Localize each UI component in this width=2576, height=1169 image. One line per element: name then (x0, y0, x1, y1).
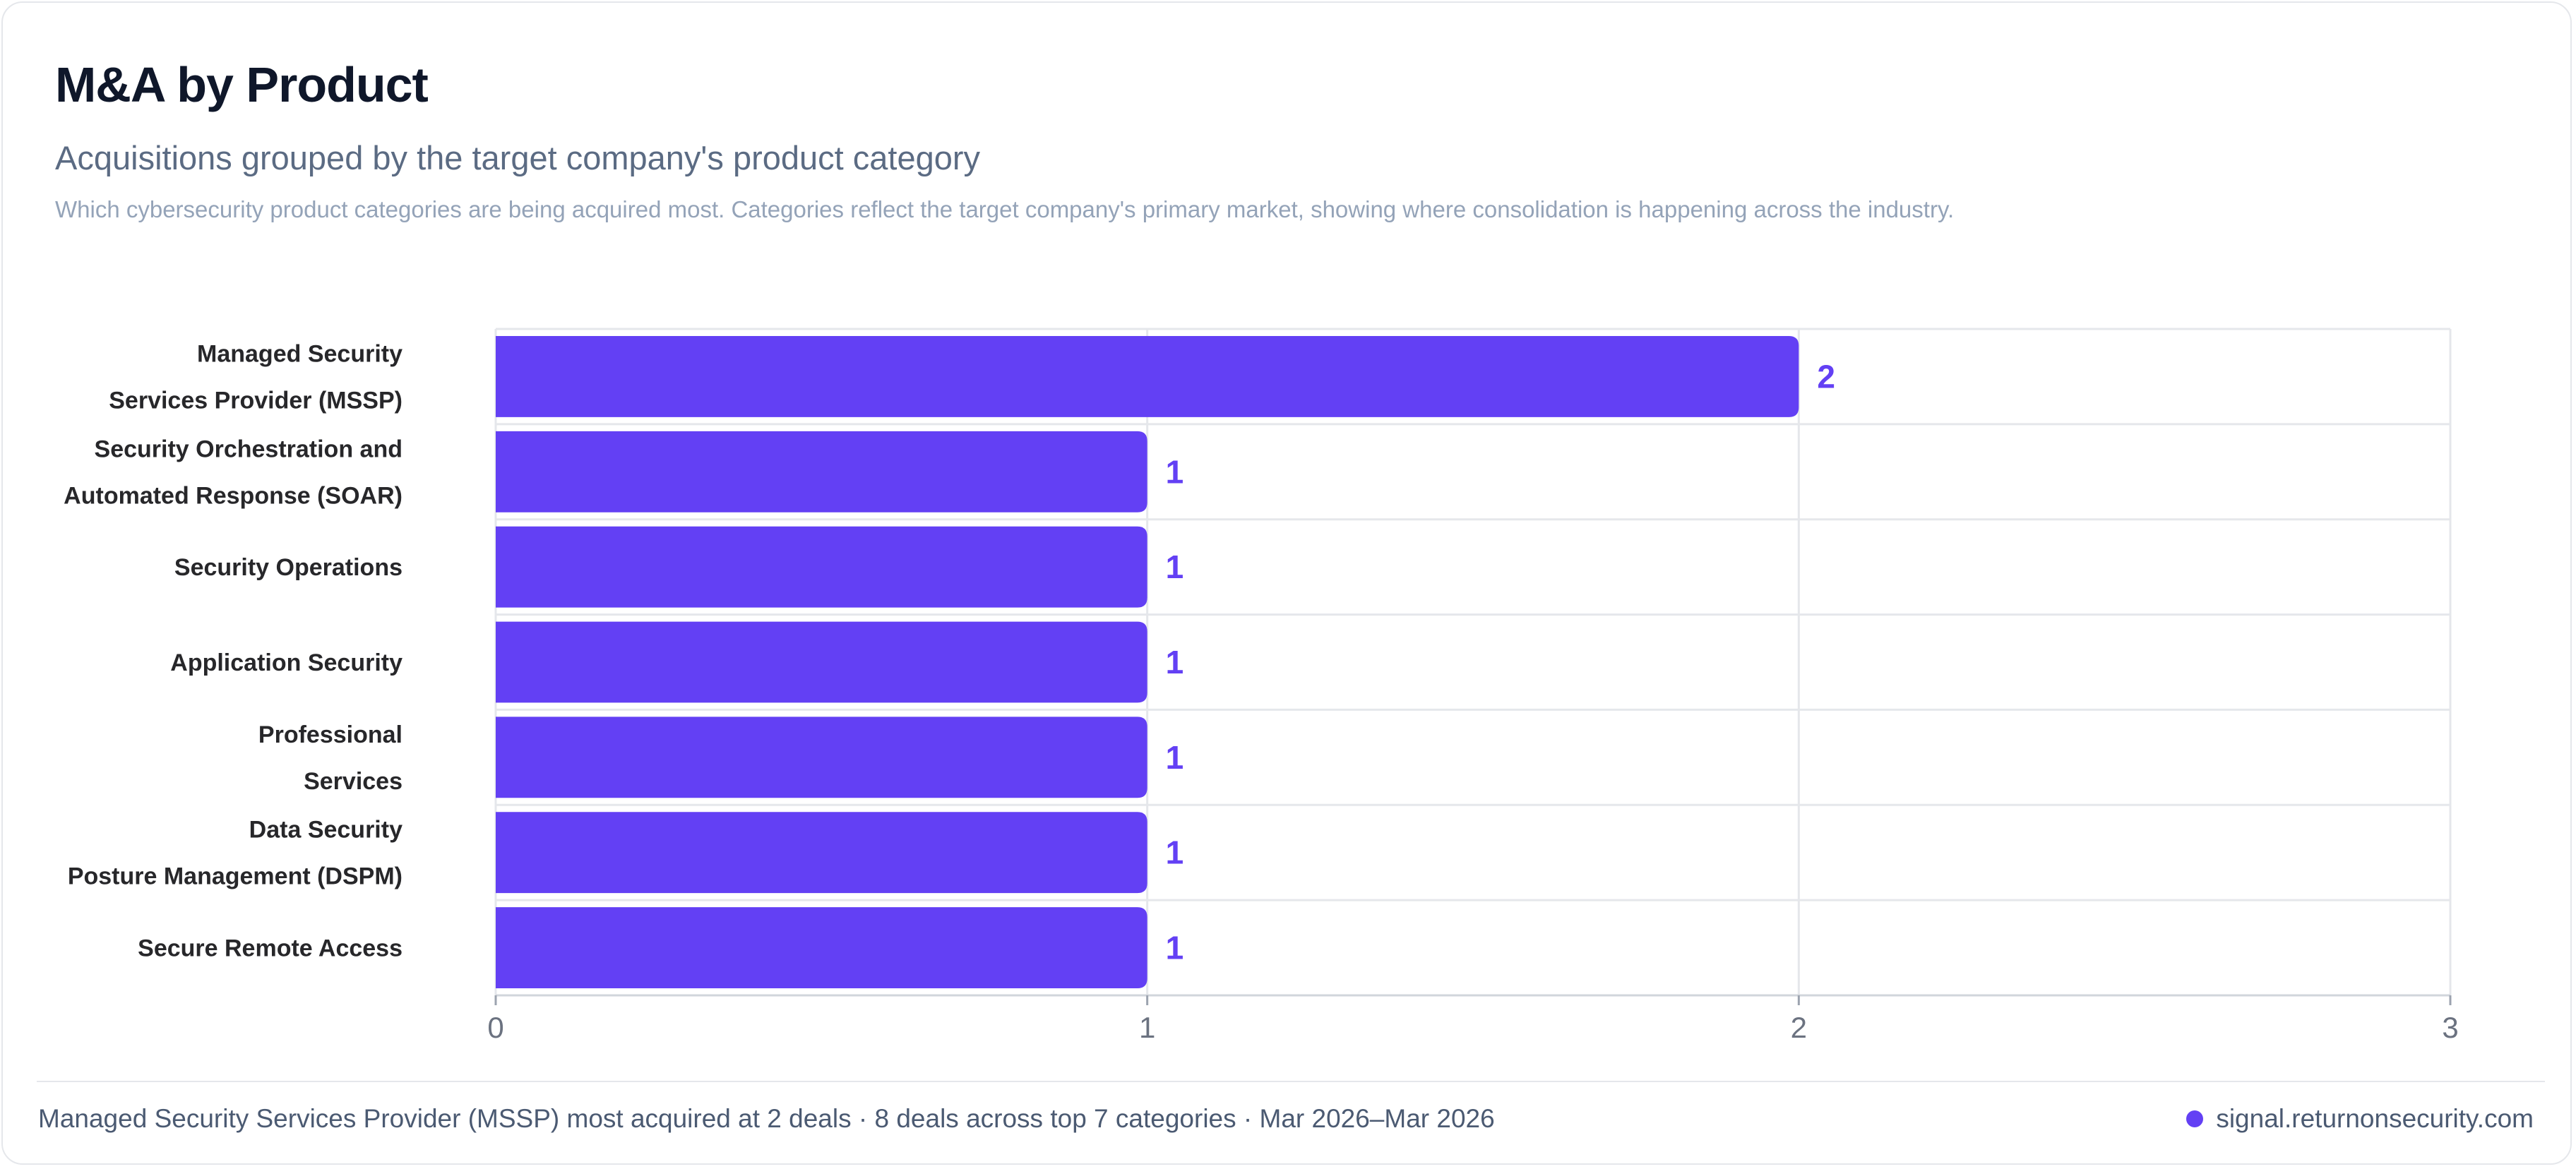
bar[interactable] (496, 717, 1147, 798)
bar[interactable] (496, 907, 1147, 988)
chart-description: Which cybersecurity product categories a… (55, 196, 1955, 222)
source-link[interactable]: signal.returnonsecurity.com (2216, 1104, 2534, 1133)
chart-subtitle: Acquisitions grouped by the target compa… (55, 139, 981, 176)
footer-summary: Managed Security Services Provider (MSSP… (38, 1104, 1495, 1133)
label-layer: 2 Managed Security Services Provider (MSSP… (64, 340, 1835, 966)
category-label-line: Services Provider (MSSP) (109, 387, 402, 414)
bar-layer (496, 336, 1799, 988)
category-label-line: Data Security (249, 817, 402, 844)
bar[interactable] (496, 431, 1147, 512)
category-label-line: Security Orchestration and (95, 436, 402, 462)
x-tick-label: 2 (1791, 1011, 1807, 1044)
bar[interactable] (496, 336, 1799, 417)
footer-source[interactable]: signal.returnonsecurity.com (2186, 1104, 2534, 1134)
category-label: Security Orchestration and Automated Resp… (64, 436, 402, 509)
bar-value-label: 1 (1166, 644, 1184, 681)
bar-value-label: 1 (1166, 930, 1184, 966)
category-label-line: Secure Remote Access (138, 935, 402, 962)
footer-divider (37, 1081, 2545, 1082)
bar[interactable] (496, 526, 1147, 608)
x-tick-label: 0 (487, 1011, 503, 1044)
category-label-line: Security Operations (174, 554, 402, 581)
category-label-line: Managed Security (197, 340, 402, 367)
bar-value-label: 1 (1166, 834, 1184, 871)
bar-value-label: 1 (1166, 548, 1184, 585)
category-label-line: Services (304, 768, 402, 795)
source-dot-icon (2186, 1110, 2204, 1127)
category-label: Professional Services (258, 721, 402, 795)
category-label-line: Application Security (170, 649, 402, 676)
category-label: Managed Security Services Provider (MSSP) (109, 340, 402, 414)
x-tick-label: 3 (2442, 1011, 2458, 1044)
category-label: Data Security Posture Management (DSPM) (68, 817, 402, 890)
category-label-line: Posture Management (DSPM) (68, 863, 402, 890)
axis-layer: 0 1 2 3 (487, 994, 2459, 1044)
chart-title: M&A by Product (55, 57, 429, 112)
bar-chart: 2 Managed Security Services Provider (MSSP… (64, 328, 2459, 1044)
category-label-line: Automated Response (SOAR) (64, 482, 402, 509)
category-label: Application Security (170, 649, 402, 676)
bar-value-label: 1 (1166, 739, 1184, 776)
bar[interactable] (496, 812, 1147, 894)
category-label: Secure Remote Access (138, 935, 402, 962)
x-tick-label: 1 (1139, 1011, 1155, 1044)
bar[interactable] (496, 621, 1147, 703)
category-label: Security Operations (174, 554, 402, 581)
category-label-line: Professional (258, 721, 402, 748)
bar-value-label: 1 (1166, 453, 1184, 490)
bar-value-label: 2 (1817, 358, 1835, 395)
